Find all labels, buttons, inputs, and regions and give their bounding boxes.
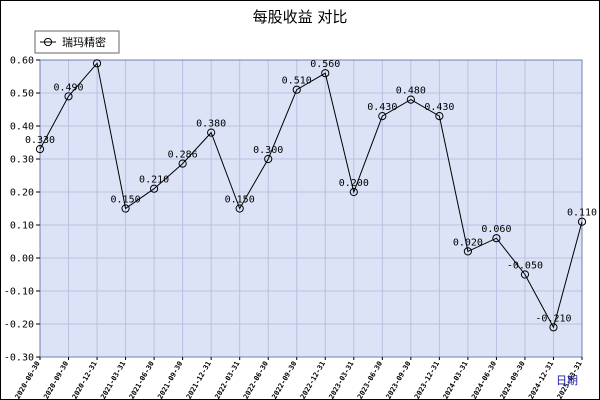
- grid-lines: [39, 59, 583, 358]
- data-label: 0.330: [25, 135, 55, 146]
- x-tick-label: 2021-06-30: [128, 360, 156, 400]
- x-tick-label: 2021-09-30: [156, 360, 184, 400]
- x-tick-label: 2020-12-31: [71, 360, 99, 400]
- x-tick-label: 2021-12-31: [185, 360, 213, 400]
- data-label: 0.490: [53, 82, 83, 93]
- y-tick-label: 0.30: [10, 155, 34, 166]
- x-axis-label: 日期: [556, 374, 578, 387]
- data-label: 0.560: [310, 59, 340, 70]
- data-label: 0.480: [396, 86, 426, 97]
- data-label: 0.110: [567, 208, 597, 219]
- data-label: -0.050: [507, 261, 543, 272]
- x-axis-ticks: 2020-06-30 2020-09-30 2020-12-31 2021-03-31…: [14, 357, 584, 400]
- y-tick-label: 0.60: [10, 56, 34, 67]
- legend: 瑞玛精密: [34, 30, 120, 54]
- x-tick-label: 2024-09-30: [499, 360, 527, 400]
- data-label: 0.200: [339, 178, 369, 189]
- data-label: 0.060: [481, 224, 511, 235]
- y-tick-label: -0.20: [4, 320, 34, 331]
- data-point: [92, 59, 102, 68]
- data-label: 0.300: [253, 145, 283, 156]
- data-label: 0.430: [424, 102, 454, 113]
- data-label: 0.150: [111, 195, 141, 206]
- x-tick-label: 2022-06-30: [242, 360, 270, 400]
- data-point: [406, 95, 415, 104]
- data-label: 0.380: [196, 119, 226, 130]
- x-tick-label: 2020-09-30: [42, 360, 70, 400]
- x-tick-label: 2022-03-31: [213, 360, 241, 400]
- x-tick-label: 2022-09-30: [270, 360, 298, 400]
- y-tick-label: 0.00: [10, 254, 34, 265]
- data-point: [178, 159, 187, 168]
- data-point: [150, 184, 159, 193]
- plot-area: [40, 60, 582, 357]
- y-tick-label: 0.10: [10, 221, 34, 232]
- x-tick-label: 2021-03-31: [99, 360, 127, 400]
- x-tick-label: 2024-03-31: [442, 360, 470, 400]
- data-point: [463, 247, 472, 256]
- data-point: [577, 217, 587, 226]
- data-label: 0.510: [282, 76, 312, 87]
- data-point: [207, 128, 216, 137]
- x-tick-label: 2023-12-31: [413, 360, 441, 400]
- y-tick-label: 0.20: [10, 188, 34, 199]
- y-axis-ticks: 0.60 0.50 0.40 0.30 0.20 0.10 0.00 -0.10 -0.20 -0…: [4, 56, 40, 364]
- data-point: [121, 204, 130, 213]
- x-tick-label: 2024-12-31: [527, 360, 555, 400]
- data-point: [520, 270, 530, 279]
- data-point: [349, 187, 358, 197]
- chart-title: 每股收益 对比: [253, 8, 348, 26]
- series-markers: [35, 59, 587, 332]
- data-point: [321, 69, 330, 78]
- data-label: 0.020: [453, 237, 483, 248]
- data-point: [264, 154, 273, 164]
- data-point: [492, 234, 501, 243]
- data-label: 0.210: [139, 175, 169, 186]
- x-tick-label: 2024-06-30: [470, 360, 498, 400]
- data-point: [378, 112, 387, 121]
- plot-border: [39, 59, 583, 358]
- x-tick-label: 2022-12-31: [299, 360, 327, 400]
- x-tick-label: 2023-09-30: [385, 360, 413, 400]
- x-tick-label: 2023-03-31: [328, 360, 356, 400]
- y-tick-label: -0.10: [4, 287, 34, 298]
- data-label: 0.150: [225, 195, 255, 206]
- data-point: [35, 145, 45, 154]
- y-tick-label: 0.50: [10, 89, 34, 100]
- x-tick-label: 2020-06-30: [14, 360, 42, 400]
- legend-entry: 瑞玛精密: [62, 35, 106, 49]
- data-point: [549, 323, 558, 332]
- data-labels: 0.330 0.490 0.150 0.210 0.286 0.380 0.150 0.300…: [25, 59, 597, 324]
- x-tick-label: 2023-06-30: [356, 360, 384, 400]
- data-point: [235, 204, 244, 213]
- data-label: 0.430: [367, 102, 397, 113]
- data-point: [292, 85, 301, 94]
- legend-box: [34, 30, 120, 54]
- data-label: 0.286: [168, 150, 198, 161]
- data-point: [435, 112, 444, 121]
- data-label: -0.210: [535, 313, 571, 324]
- legend-marker: [43, 37, 53, 47]
- data-point: [64, 92, 73, 101]
- y-tick-label: -0.30: [4, 353, 34, 364]
- y-tick-label: 0.40: [10, 122, 34, 133]
- series-line: [39, 62, 583, 329]
